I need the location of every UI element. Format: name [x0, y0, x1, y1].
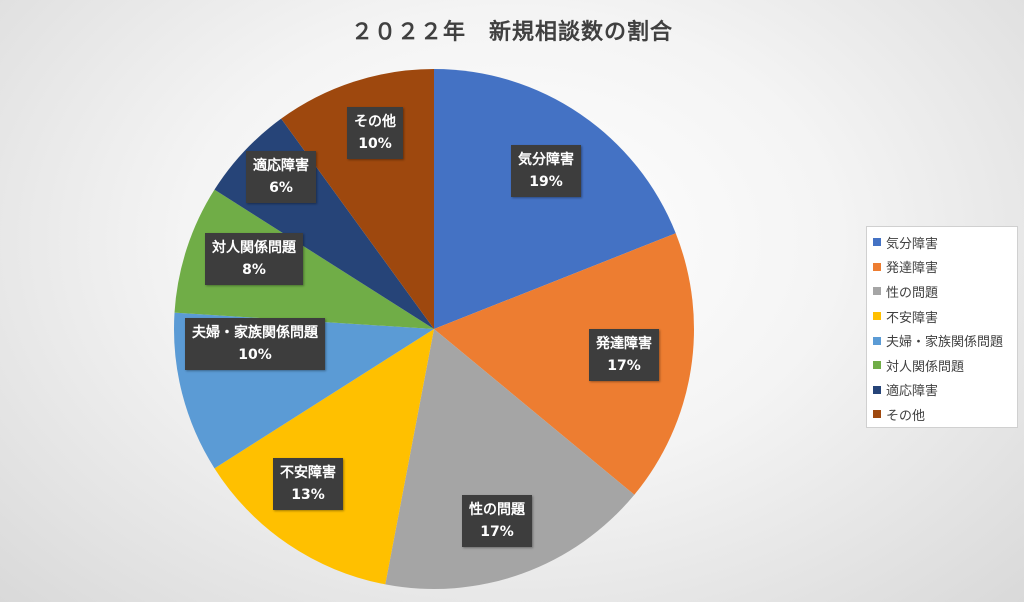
- data-label-category: 対人関係問題: [212, 240, 296, 256]
- data-label-percent: 10%: [238, 347, 272, 363]
- legend-label: 夫婦・家族関係問題: [886, 335, 1004, 351]
- legend-label: 不安障害: [886, 310, 939, 326]
- legend-swatch: [873, 410, 881, 419]
- data-label-3: 性の問題 17%: [462, 495, 532, 547]
- data-label-percent: 13%: [291, 487, 325, 503]
- legend-item: 気分障害: [873, 230, 1017, 255]
- legend-item: 適応障害: [873, 378, 1017, 403]
- pie-slice-6: [174, 189, 434, 329]
- legend-item: 対人関係問題: [873, 353, 1017, 378]
- data-label-category: 性の問題: [469, 502, 525, 518]
- pie-slice-1: [434, 69, 676, 329]
- data-label-8: その他 10%: [347, 107, 403, 159]
- data-label-2: 発達障害 17%: [589, 329, 659, 381]
- data-label-category: 適応障害: [253, 158, 309, 174]
- data-label-percent: 17%: [607, 358, 641, 374]
- legend-swatch: [873, 336, 881, 345]
- legend-item: 性の問題: [873, 279, 1017, 304]
- legend-label: 性の問題: [886, 285, 939, 301]
- pie-slice-4: [214, 329, 434, 585]
- legend-item: 夫婦・家族関係問題: [873, 328, 1017, 353]
- data-label-percent: 10%: [358, 136, 392, 152]
- data-label-5: 夫婦・家族関係問題 10%: [185, 318, 325, 370]
- legend-label: 対人関係問題: [886, 359, 965, 375]
- data-label-percent: 6%: [269, 180, 293, 196]
- legend-swatch: [873, 361, 881, 370]
- data-label-category: 気分障害: [518, 152, 574, 168]
- data-label-4: 不安障害 13%: [273, 458, 343, 510]
- legend-item: その他: [873, 402, 1017, 427]
- data-label-percent: 8%: [242, 262, 266, 278]
- data-label-6: 対人関係問題 8%: [205, 233, 303, 285]
- data-label-7: 適応障害 6%: [246, 151, 316, 203]
- legend-swatch: [873, 238, 881, 247]
- chart-title: ２０２２年 新規相談数の割合: [350, 20, 673, 45]
- legend-swatch: [873, 312, 881, 321]
- pie-slice-2: [434, 233, 694, 495]
- data-label-percent: 17%: [480, 524, 514, 540]
- pie-slice-3: [385, 329, 635, 590]
- legend-swatch: [873, 385, 881, 394]
- data-label-category: その他: [354, 114, 396, 130]
- legend-label: その他: [886, 408, 926, 424]
- data-label-category: 発達障害: [596, 336, 652, 352]
- data-label-category: 不安障害: [280, 465, 336, 481]
- legend-label: 適応障害: [886, 384, 939, 400]
- legend-label: 気分障害: [886, 236, 939, 252]
- legend-item: 不安障害: [873, 304, 1017, 329]
- legend-item: 発達障害: [873, 255, 1017, 280]
- legend-swatch: [873, 262, 881, 271]
- data-label-category: 夫婦・家族関係問題: [192, 325, 318, 341]
- data-label-percent: 19%: [529, 174, 563, 190]
- legend-swatch: [873, 287, 881, 296]
- legend-label: 発達障害: [886, 261, 939, 277]
- data-label-1: 気分障害 19%: [511, 145, 581, 197]
- legend: 気分障害発達障害性の問題不安障害夫婦・家族関係問題 対人関係問題 適応障害その他: [866, 226, 1018, 428]
